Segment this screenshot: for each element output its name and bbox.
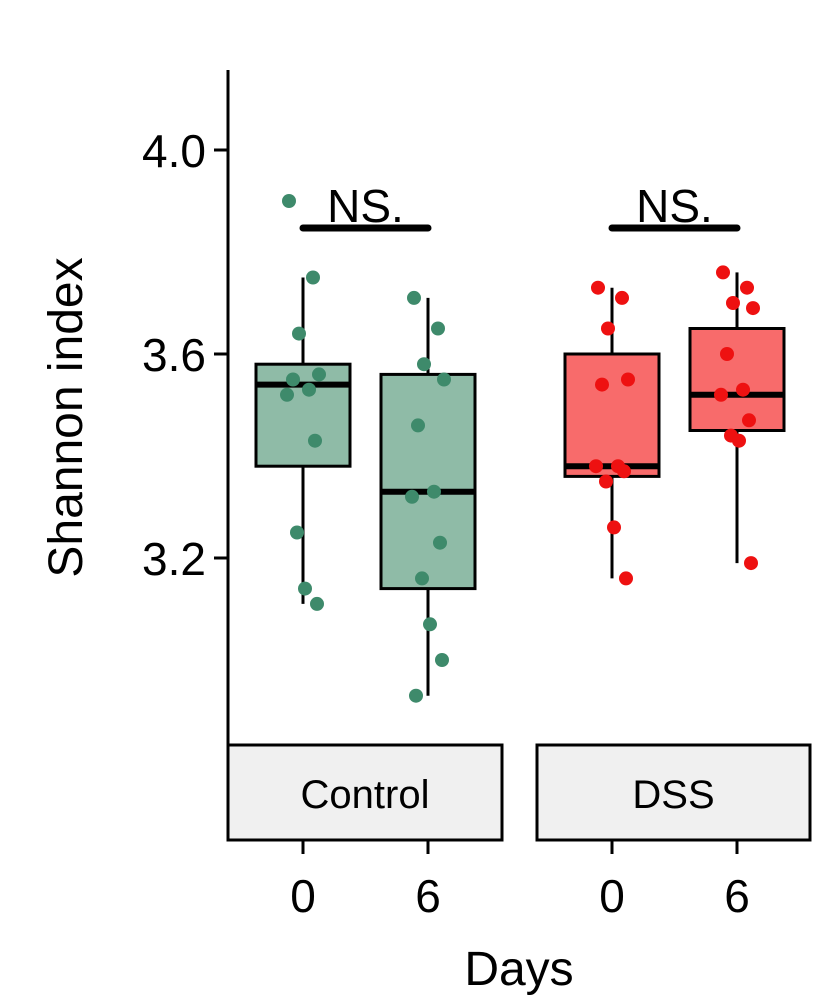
box-iqr <box>563 352 661 478</box>
data-point <box>607 520 621 535</box>
data-point <box>306 270 320 285</box>
y-tick-label: 4.0 <box>142 125 206 177</box>
x-tick-label: 0 <box>290 870 316 922</box>
data-point <box>746 301 760 316</box>
data-point <box>415 571 429 586</box>
facet-strip-dss <box>535 743 812 842</box>
data-point <box>589 459 603 474</box>
significance-label: NS. <box>327 180 404 232</box>
facet-label: Control <box>301 773 430 817</box>
data-point <box>740 280 754 295</box>
data-point <box>615 290 629 305</box>
data-point <box>405 489 419 504</box>
data-point <box>409 688 423 703</box>
box-iqr <box>254 362 352 468</box>
data-point <box>437 372 451 387</box>
significance-label: NS. <box>636 180 713 232</box>
data-point <box>714 387 728 402</box>
facet-label: DSS <box>632 773 714 817</box>
data-point <box>601 321 615 336</box>
data-point <box>617 464 631 479</box>
facet-strip-control <box>226 743 504 842</box>
data-point <box>726 296 740 310</box>
data-point <box>302 382 316 397</box>
data-point <box>716 265 730 280</box>
data-point <box>290 525 304 540</box>
data-point <box>282 194 296 208</box>
data-point <box>298 581 312 596</box>
data-point <box>312 367 326 382</box>
data-point <box>732 433 746 448</box>
data-point <box>736 382 750 397</box>
data-point <box>591 280 605 295</box>
data-point <box>280 387 294 402</box>
data-point <box>427 484 441 499</box>
data-point <box>720 347 734 361</box>
data-point <box>411 418 425 433</box>
y-tick-label: 3.2 <box>142 533 206 585</box>
y-axis-title: Shannon index <box>40 257 93 577</box>
data-point <box>431 321 445 336</box>
data-point <box>621 372 635 387</box>
data-point <box>742 413 756 428</box>
data-point <box>423 617 437 632</box>
data-point <box>407 290 421 305</box>
data-point <box>433 535 447 550</box>
data-point <box>619 571 633 586</box>
x-tick-label: 6 <box>724 870 750 922</box>
data-point <box>595 377 609 392</box>
data-point <box>292 326 306 341</box>
data-point <box>435 653 449 667</box>
x-tick-label: 0 <box>599 870 625 922</box>
y-tick-label: 3.6 <box>142 329 206 381</box>
data-point <box>744 556 758 571</box>
data-point <box>417 357 431 372</box>
box-iqr <box>379 372 477 591</box>
data-point <box>286 372 300 387</box>
x-axis-title: Days <box>464 943 573 996</box>
box-iqr <box>688 327 786 432</box>
x-tick-label: 6 <box>415 870 441 922</box>
data-point <box>599 474 613 489</box>
data-point <box>308 433 322 448</box>
data-point <box>310 596 324 611</box>
